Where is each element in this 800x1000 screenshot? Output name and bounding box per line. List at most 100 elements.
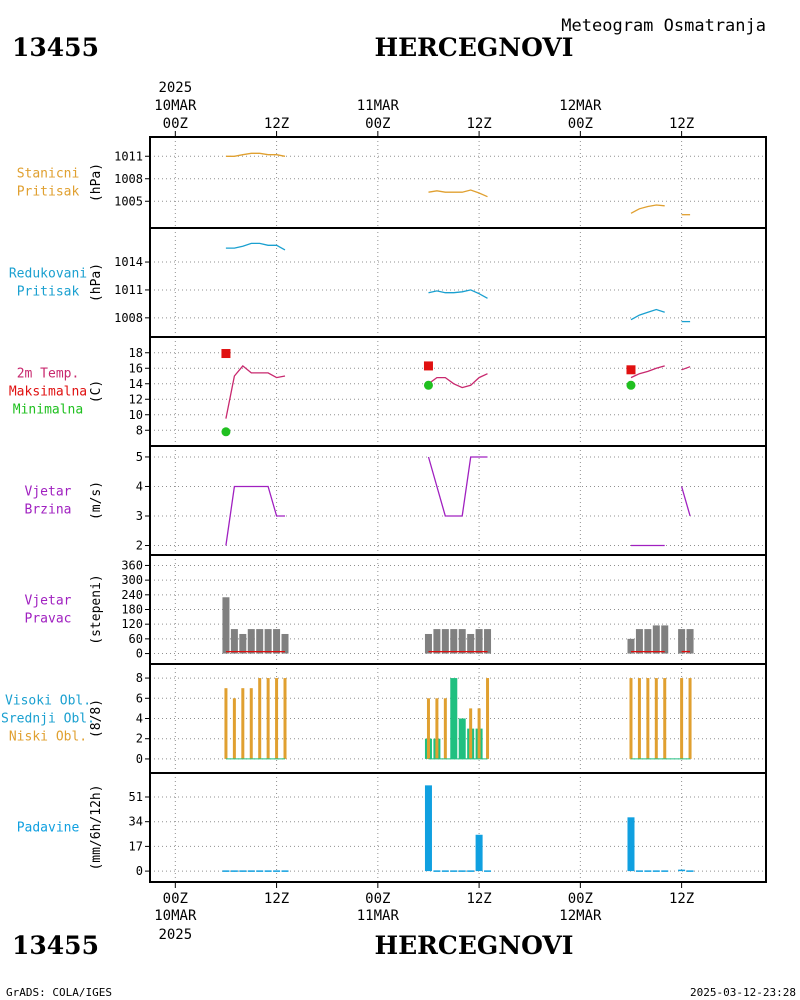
panels: 100510081011(hPa)StanicniPritisak1008101…	[1, 136, 767, 883]
station-name-bottom: HERCEGNOVI	[374, 931, 573, 960]
ytick-label: 1008	[114, 172, 143, 186]
precip-bar-19	[652, 870, 660, 872]
cloud-low-bar-5	[266, 678, 270, 759]
series-line-2	[630, 365, 665, 379]
precip-bar-7	[281, 870, 289, 872]
cloud-low-bar-3	[249, 688, 253, 759]
series-line-2	[630, 204, 665, 214]
series-line-3	[681, 366, 691, 371]
precip-bar-22	[686, 870, 694, 872]
series-line-1	[428, 373, 488, 389]
cloud-low-bar-13	[469, 708, 473, 759]
panel-label: Pritisak	[17, 185, 80, 200]
ytick-label: 0	[136, 647, 143, 661]
cloud-low-bar-20	[663, 678, 667, 759]
panel-label: Padavine	[17, 821, 80, 836]
bottom-tick-label: 12Z	[669, 891, 694, 907]
precip-bar-9	[433, 870, 441, 872]
series-line-0	[225, 242, 286, 251]
winddir-bar-7	[281, 633, 289, 654]
cloud-low-bar-22	[688, 678, 692, 759]
winddir-bar-15	[484, 629, 492, 654]
ylabel: (m/s)	[89, 481, 104, 520]
winddir-bar-14	[475, 629, 483, 654]
top-tick-label: 00Z	[163, 116, 188, 132]
top-date-label: 11MAR	[357, 98, 400, 114]
precip-bar-20	[661, 870, 669, 872]
panel-label: Stanicni	[17, 167, 80, 182]
panel-frame	[149, 336, 767, 447]
ylabel: (hPa)	[89, 163, 104, 202]
ylabel: (stepeni)	[89, 574, 104, 644]
ytick-label: 2	[136, 732, 143, 746]
winddir-bar-19	[652, 625, 660, 654]
precip-bar-18	[644, 870, 652, 872]
ytick-label: 14	[129, 377, 143, 391]
series-line-2	[630, 308, 665, 321]
winddir-bar-10	[441, 629, 449, 654]
ytick-label: 10	[129, 408, 143, 422]
winddir-bar-12	[458, 629, 466, 654]
panel-label: Srednji Obl.	[1, 712, 95, 727]
bottom-year-label: 2025	[158, 927, 192, 943]
precip-bar-21	[678, 869, 686, 872]
precip-bar-14	[475, 834, 483, 872]
top-tick-label: 12Z	[264, 116, 289, 132]
panel-frame	[149, 136, 767, 229]
winddir-bar-0	[222, 597, 230, 654]
winddir-bar-9	[433, 629, 441, 654]
panel-label: Pritisak	[17, 285, 80, 300]
panel-label: Redukovani	[9, 267, 87, 282]
precip-bar-12	[458, 870, 466, 872]
ytick-label: 16	[129, 361, 143, 375]
chart-subtitle: Meteogram Osmatranja	[561, 16, 766, 36]
series-line-3	[680, 486, 691, 517]
cloud-low-bar-15	[486, 678, 490, 759]
panel-label: Minimalna	[13, 403, 83, 418]
tmax-marker-2	[626, 365, 636, 375]
ytick-label: 1011	[114, 149, 143, 163]
cloud-low-bar-2	[241, 688, 245, 759]
ytick-label: 1011	[114, 283, 143, 297]
panel-label: Maksimalna	[9, 385, 87, 400]
ytick-label: 12	[129, 392, 143, 406]
ytick-label: 4	[136, 479, 143, 493]
bottom-tick-label: 00Z	[365, 891, 390, 907]
top-tick-label: 00Z	[568, 116, 593, 132]
tmax-marker-0	[221, 349, 231, 359]
panel-label: Vjetar	[25, 594, 72, 609]
cloud-low-bar-19	[654, 678, 658, 759]
bottom-tick-label: 12Z	[264, 891, 289, 907]
precip-bar-8	[424, 785, 432, 872]
ytick-label: 2	[136, 539, 143, 553]
ytick-label: 1005	[114, 194, 143, 208]
series-line-1	[427, 456, 488, 517]
precip-bar-13	[467, 870, 475, 872]
precip-bar-4	[256, 870, 264, 872]
precip-bar-15	[484, 870, 492, 872]
cloud-low-bar-8	[426, 698, 430, 759]
top-tick-label: 00Z	[365, 116, 390, 132]
cloud-low-bar-17	[637, 678, 641, 759]
panel-label: Visoki Obl.	[5, 694, 91, 709]
cloud-low-bar-4	[258, 678, 262, 759]
precip-bar-2	[239, 870, 247, 872]
panel-oblacnost: 0 2 4 6 8 (8/8)Visoki Obl. Srednji Obl. Niski O…	[1, 663, 767, 774]
ylabel: (mm/6h/12h)	[89, 784, 104, 870]
series-line-1	[428, 289, 488, 299]
winddir-bar-13	[467, 633, 475, 654]
station-id-top: 13455	[12, 33, 99, 62]
ytick-label: 34	[129, 815, 143, 829]
ytick-label: 120	[121, 617, 143, 631]
panel-label: Pravac	[25, 612, 72, 627]
winddir-bar-2	[239, 633, 247, 654]
ytick-label: 17	[129, 839, 143, 853]
winddir-bar-6	[273, 629, 281, 654]
top-time-axis: 00Z 10MAR 12Z 00Z 11MAR 12Z 00Z 12MAR 12Z 2025	[154, 80, 694, 137]
ytick-label: 180	[121, 603, 143, 617]
cloud-low-bar-10	[443, 698, 447, 759]
ytick-label: 6	[136, 691, 143, 705]
series-line-0	[225, 152, 286, 157]
cloud-low-bar-0	[224, 688, 228, 759]
